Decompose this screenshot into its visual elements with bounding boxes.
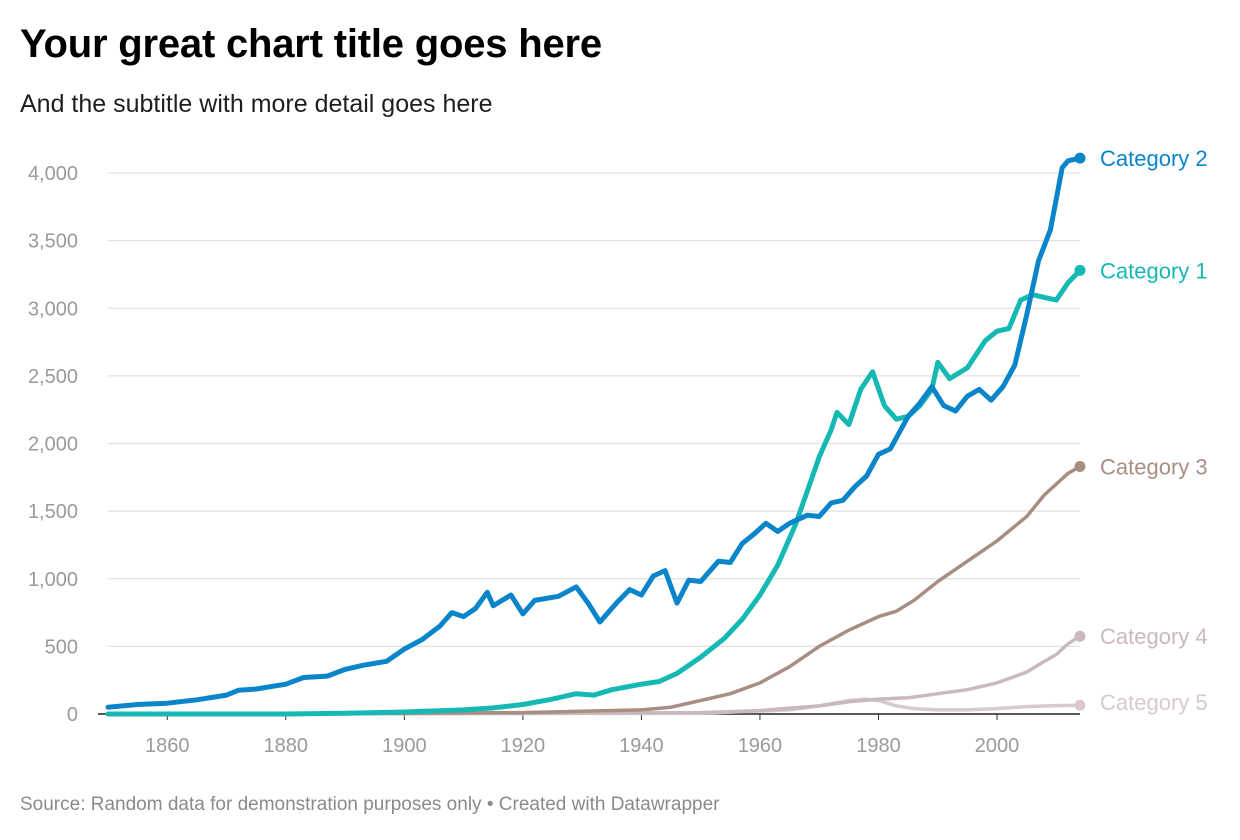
y-tick-label: 0 bbox=[67, 704, 78, 726]
series-end-dot bbox=[1074, 152, 1086, 164]
series-label-category-3: Category 3 bbox=[1100, 454, 1208, 479]
y-tick-label: 1,000 bbox=[28, 569, 78, 591]
gridlines bbox=[98, 172, 1080, 715]
series-label-category-5: Category 5 bbox=[1100, 690, 1208, 715]
series-end-dot bbox=[1074, 699, 1086, 711]
footer-separator: • bbox=[486, 794, 494, 815]
x-axis-ticks: 1860 1880 1900 1920 1940 1960 1980 2000 bbox=[145, 714, 1019, 757]
credit-note: Created with Datawrapper bbox=[498, 794, 720, 815]
y-tick-label: 2,000 bbox=[28, 434, 78, 456]
series-line-category-4 bbox=[106, 634, 1082, 716]
chart-subtitle: And the subtitle with more detail goes h… bbox=[20, 90, 493, 118]
series-end-dot bbox=[1074, 460, 1086, 472]
x-tick-label: 1940 bbox=[619, 735, 664, 757]
y-axis-ticks: 0 500 1,000 1,500 2,000 2,500 3,000 3,500 4,000 bbox=[28, 163, 78, 726]
y-tick-label: 4,000 bbox=[28, 163, 78, 185]
series-label-category-4: Category 4 bbox=[1100, 624, 1208, 649]
series-labels: Category 2 Category 1 Category 3 Category 4… bbox=[1074, 146, 1208, 715]
series-label-category-2: Category 2 bbox=[1100, 146, 1208, 171]
series-end-dot bbox=[1074, 264, 1086, 276]
x-tick-label: 1960 bbox=[738, 735, 783, 757]
series-line-category-3 bbox=[106, 464, 1082, 716]
series-end-dot bbox=[1074, 630, 1086, 642]
x-tick-label: 1860 bbox=[145, 735, 190, 757]
series-label-category-1: Category 1 bbox=[1100, 258, 1208, 283]
y-tick-label: 3,500 bbox=[28, 231, 78, 253]
series-line-category-1 bbox=[105, 267, 1083, 717]
x-tick-label: 1920 bbox=[501, 735, 546, 757]
y-tick-label: 3,000 bbox=[28, 298, 78, 320]
x-tick-label: 2000 bbox=[975, 735, 1020, 757]
series-line-category-2 bbox=[105, 155, 1083, 710]
series-lines bbox=[105, 155, 1083, 717]
chart-footer: Source: Random data for demonstration pu… bbox=[20, 794, 719, 816]
source-note: Source: Random data for demonstration pu… bbox=[20, 794, 482, 815]
x-tick-label: 1900 bbox=[382, 735, 427, 757]
y-tick-label: 1,500 bbox=[28, 501, 78, 523]
x-tick-label: 1980 bbox=[856, 735, 901, 757]
y-tick-label: 500 bbox=[45, 636, 78, 658]
chart-title: Your great chart title goes here bbox=[20, 22, 602, 66]
y-tick-label: 2,500 bbox=[28, 366, 78, 388]
x-tick-label: 1880 bbox=[264, 735, 309, 757]
